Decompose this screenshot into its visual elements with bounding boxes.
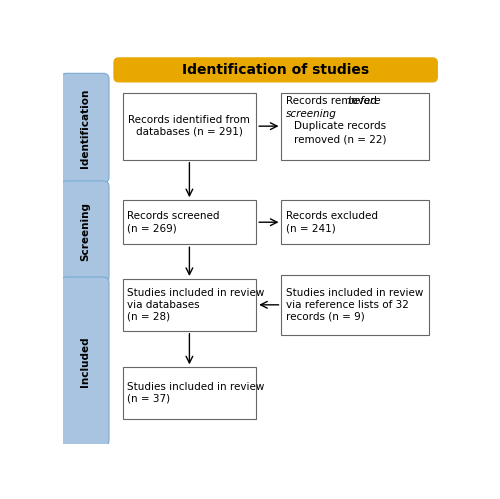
Text: Studies included in review
via reference lists of 32
records (n = 9): Studies included in review via reference… (286, 288, 424, 321)
Text: Records removed: Records removed (286, 96, 380, 106)
Text: :: : (322, 109, 326, 119)
FancyBboxPatch shape (282, 92, 428, 160)
Text: Records screened
(n = 269): Records screened (n = 269) (127, 212, 220, 233)
Text: Studies included in review
via databases
(n = 28): Studies included in review via databases… (127, 288, 264, 321)
Text: Records excluded
(n = 241): Records excluded (n = 241) (286, 212, 378, 233)
FancyBboxPatch shape (122, 92, 256, 160)
FancyBboxPatch shape (282, 200, 428, 245)
FancyBboxPatch shape (60, 277, 109, 446)
Text: Included: Included (80, 336, 90, 387)
Text: Records identified from
databases (n = 291): Records identified from databases (n = 2… (128, 115, 250, 137)
Text: Screening: Screening (80, 202, 90, 261)
Text: Studies included in review
(n = 37): Studies included in review (n = 37) (127, 382, 264, 404)
Text: Identification: Identification (80, 88, 90, 168)
FancyBboxPatch shape (282, 275, 428, 335)
FancyBboxPatch shape (122, 200, 256, 245)
Text: Duplicate records: Duplicate records (294, 121, 386, 131)
FancyBboxPatch shape (122, 279, 256, 331)
Text: before: before (348, 96, 381, 106)
Text: Identification of studies: Identification of studies (182, 63, 369, 77)
FancyBboxPatch shape (60, 73, 109, 183)
FancyBboxPatch shape (60, 181, 109, 283)
Text: screening: screening (286, 109, 337, 119)
FancyBboxPatch shape (122, 367, 256, 419)
FancyBboxPatch shape (114, 58, 437, 82)
Text: removed (n = 22): removed (n = 22) (294, 134, 386, 144)
